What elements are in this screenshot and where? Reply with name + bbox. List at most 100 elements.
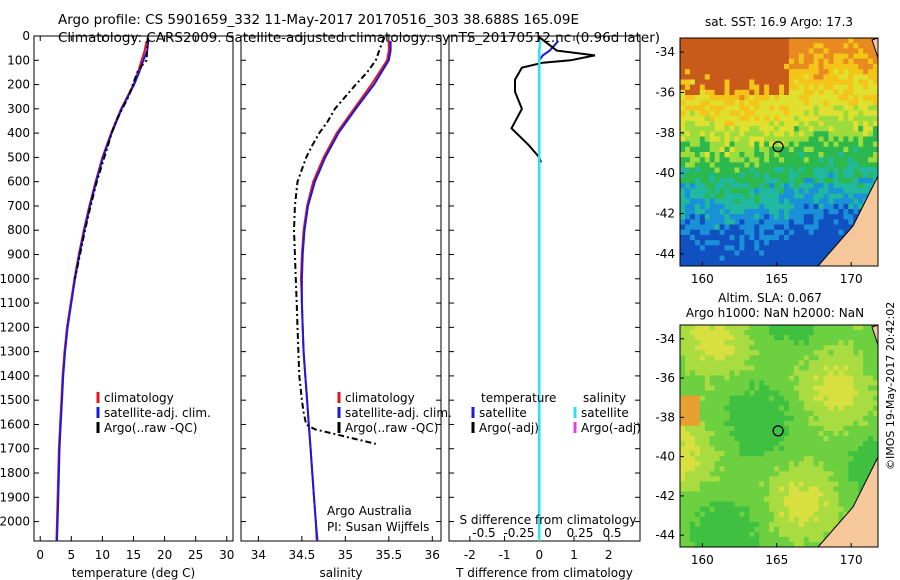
map-cell [680,521,686,528]
map-cell [818,476,825,482]
map-cell [813,486,820,493]
map-cell [714,219,721,226]
map-cell [788,355,795,361]
map-cell [759,531,765,538]
x-tick-label: 0 [535,548,543,562]
map-cell [724,157,730,163]
map-cell [833,355,839,361]
map-cell [818,224,825,231]
map-cell [714,390,721,397]
map-cell [863,420,869,427]
map-cell [694,245,701,252]
map-cell [803,126,810,132]
map-cell [759,63,765,70]
map-cell [828,234,834,241]
map-cell [754,395,760,402]
map-cell [823,471,829,477]
map-cell [853,380,859,387]
map-cell [853,385,859,392]
map-cell [724,214,730,220]
map-cell [788,400,795,407]
map-cell [694,69,701,75]
map-cell [744,183,750,189]
map-cell [689,95,696,101]
map-cell [704,214,711,220]
map-cell [739,177,745,184]
map-cell [779,420,785,427]
map-cell [729,395,735,402]
map-cell [788,360,795,366]
map-cell [803,115,810,122]
map-cell [838,48,844,55]
map-cell [843,53,849,60]
map-cell [714,157,721,163]
map-cell [843,209,849,215]
map-cell [689,431,696,437]
map-cell [788,105,795,112]
map-cell [784,115,790,122]
map-cell [798,456,805,462]
map-cell [764,167,770,174]
map-cell [734,375,740,382]
map-cell [709,120,716,127]
map-cell [759,53,765,60]
x-tick-label: 1 [570,548,578,562]
map-cell [818,126,825,132]
x-tick-label: 15 [126,548,141,562]
map-cell [798,506,805,513]
map-cell [719,69,726,75]
map-cell [685,172,691,179]
map-cell [793,370,800,376]
map-cell [764,131,770,138]
map-cell [818,188,825,195]
map-cell [788,466,795,472]
map-cell [744,131,750,138]
map-cell [813,234,820,241]
map-cell [744,335,750,341]
map-cell [818,100,825,106]
map-cell [769,436,775,442]
map-cell [873,400,878,407]
map-cell [843,461,849,467]
map-cell [729,177,735,184]
map-cell [714,365,721,371]
map-cell [788,350,795,356]
map-cell [739,390,745,397]
map-cell [704,471,711,477]
map-cell [833,131,839,138]
map-cell [823,115,829,122]
map-cell [784,491,790,498]
map-cell [709,172,716,179]
y-tick-label: 300 [7,102,30,116]
map-cell [868,84,874,91]
map-cell [803,260,810,266]
map-cell [813,335,820,341]
map-cell [784,345,790,351]
map-cell [739,370,745,376]
map-cell [779,214,785,220]
map-cell [793,506,800,513]
map-cell [798,516,805,523]
map-cell [784,496,790,503]
map-cell [694,345,701,351]
map-cell [808,446,815,452]
map-cell [685,120,691,127]
map-cell [813,162,820,169]
map-cell [848,69,854,75]
map-cell [808,375,815,382]
salinity-panel: 34 34.5 35 35.5 36salinityclimatologysatelli… [240,35,452,580]
map-cell [843,229,849,236]
map-cell [724,240,730,246]
map-cell [739,162,745,169]
map-cell [754,446,760,452]
map-cell [838,335,844,341]
map-cell [685,79,691,86]
map-cell [798,48,805,55]
map-cell [759,481,765,487]
map-cell [689,105,696,112]
map-cell [729,491,735,498]
map-cell [848,375,854,382]
map-cell [853,209,859,215]
map-cell [694,410,701,417]
